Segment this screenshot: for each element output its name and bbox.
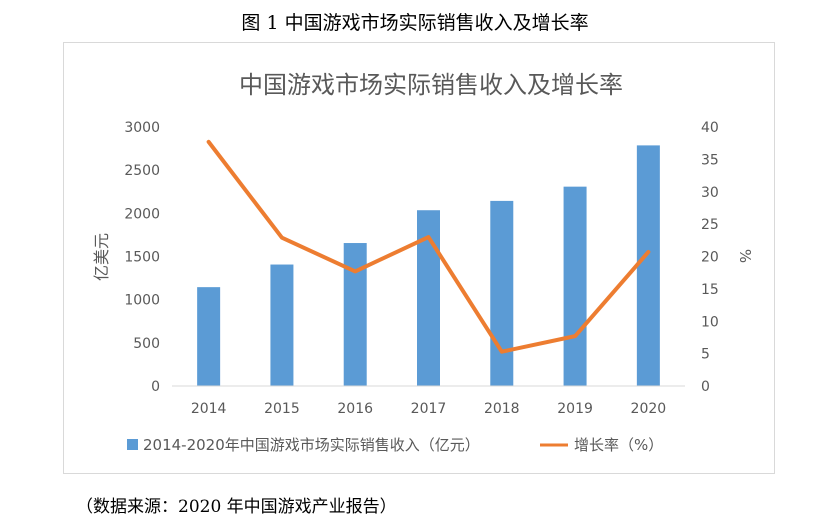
chart-frame: 中国游戏市场实际销售收入及增长率 0 500 1000 1500 2000 2500 300… xyxy=(63,42,775,474)
y2-tick-label: 5 xyxy=(701,347,710,363)
legend-label-revenue: 2014-2020年中国游戏市场实际销售收入（亿元） xyxy=(143,436,480,454)
growth-rate-line xyxy=(206,139,651,354)
y2-tick-label: 30 xyxy=(701,185,719,201)
x-tick-label-2015: 2015 xyxy=(264,401,300,417)
x-tick-label-2019: 2019 xyxy=(557,401,593,417)
y2-tick-label: 10 xyxy=(701,314,719,330)
bar-2018 xyxy=(490,200,514,386)
y2-tick-label: 40 xyxy=(701,120,719,136)
legend-label-growth: 增长率（%） xyxy=(574,436,663,454)
y-tick-label: 2500 xyxy=(124,163,160,179)
y2-tick-label: 35 xyxy=(701,152,719,168)
legend: 2014-2020年中国游戏市场实际销售收入（亿元） 增长率（%） xyxy=(127,436,663,454)
y2-tick-label: 15 xyxy=(701,282,719,298)
source-note: （数据来源：2020 年中国游戏产业报告） xyxy=(76,497,397,517)
y2-axis-label: % xyxy=(736,249,754,263)
bar-2020 xyxy=(636,145,660,386)
bar-2014 xyxy=(197,287,221,386)
figure-caption: 图 1 中国游戏市场实际销售收入及增长率 xyxy=(241,12,589,34)
y2-tick-label: 20 xyxy=(701,250,719,266)
legend-swatch-bar xyxy=(127,439,138,450)
bar-2019 xyxy=(563,186,587,386)
x-tick-label-2014: 2014 xyxy=(191,401,227,417)
x-tick-label-2016: 2016 xyxy=(337,401,373,417)
y-axis-label: 亿美元 xyxy=(92,233,111,281)
y-tick-label: 0 xyxy=(151,379,160,395)
bar-2017 xyxy=(417,210,440,386)
y-tick-label: 2000 xyxy=(124,206,160,222)
x-tick-label-2018: 2018 xyxy=(484,401,520,417)
bar-2016 xyxy=(343,243,367,386)
x-tick-label-2020: 2020 xyxy=(631,401,667,417)
y2-tick-label: 25 xyxy=(701,217,719,233)
x-tick-label-2017: 2017 xyxy=(411,401,447,417)
bar-2015 xyxy=(270,264,294,386)
y-tick-label: 1000 xyxy=(124,293,160,309)
chart-title: 中国游戏市场实际销售收入及增长率 xyxy=(239,71,623,99)
y-tick-label: 1500 xyxy=(124,250,160,266)
y2-tick-label: 0 xyxy=(701,379,710,395)
chart-svg: 中国游戏市场实际销售收入及增长率 05001000150020002500300… xyxy=(92,71,754,454)
y-tick-label: 500 xyxy=(133,336,160,352)
y-tick-label: 3000 xyxy=(124,120,160,136)
